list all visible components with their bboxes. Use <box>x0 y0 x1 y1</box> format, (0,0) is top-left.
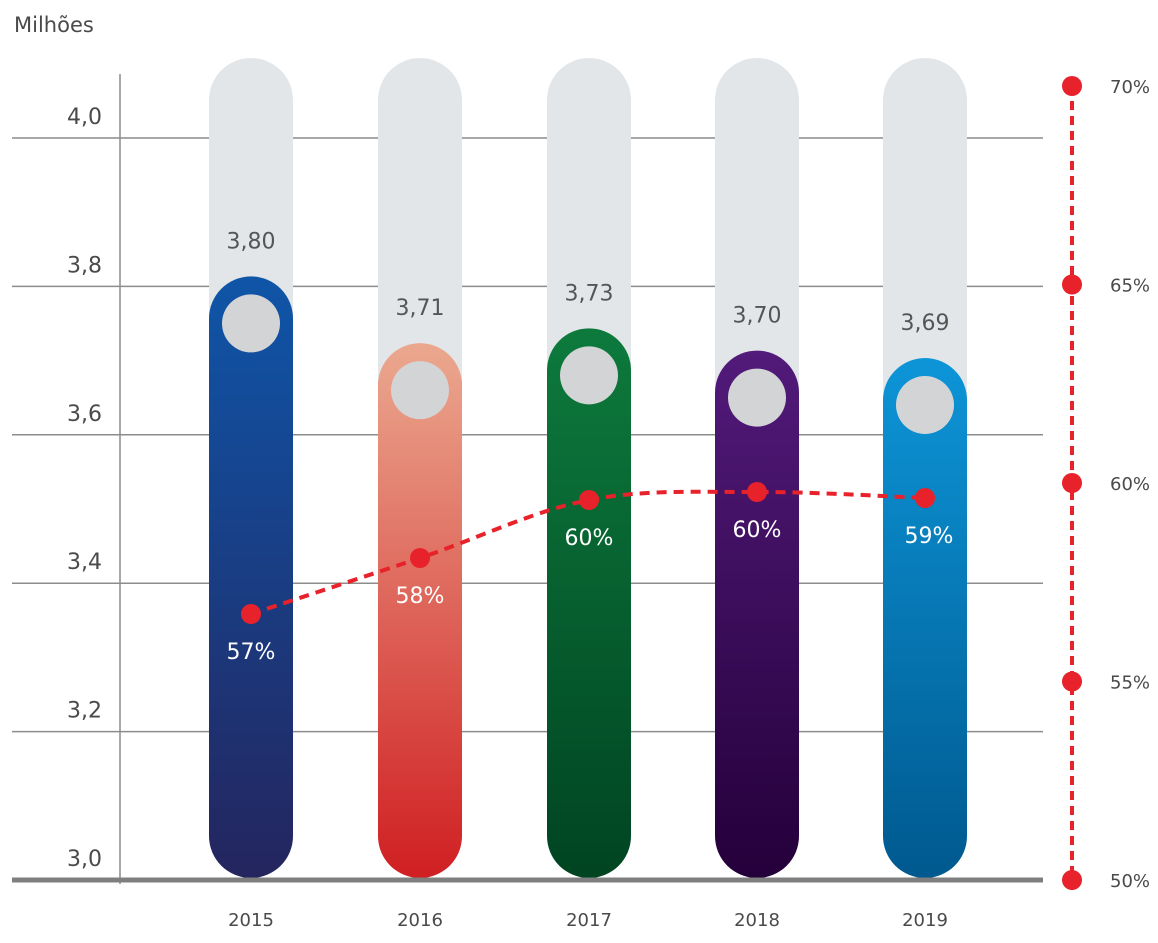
x-tick-label: 2016 <box>397 910 443 931</box>
labels: 3,0 3,2 3,4 3,6 3,8 4,0 3,80 2015 3,71 2016 3,73 20… <box>67 77 1150 931</box>
bar-value-label: 3,71 <box>396 296 445 321</box>
bar <box>209 276 293 878</box>
bars <box>209 276 967 879</box>
secondary-value-label: 58% <box>396 584 445 609</box>
secondary-axis-dot <box>1062 76 1082 96</box>
x-tick-label: 2017 <box>566 910 612 931</box>
bar-value-label: 3,69 <box>901 311 950 336</box>
secondary-point <box>915 488 935 508</box>
secondary-axis-dot <box>1062 274 1082 295</box>
secondary-tick-label: 50% <box>1110 871 1150 892</box>
bar-knob <box>391 361 449 420</box>
unit-label: Milhões <box>14 13 94 37</box>
secondary-point <box>410 548 430 568</box>
secondary-tick-label: 70% <box>1110 77 1150 98</box>
secondary-point <box>241 604 261 624</box>
y-tick-label: 3,2 <box>67 699 102 724</box>
y-tick-label: 3,4 <box>67 550 102 575</box>
y-tick-label: 3,6 <box>67 402 102 427</box>
secondary-value-label: 57% <box>227 640 276 665</box>
secondary-axis-dot <box>1062 473 1082 493</box>
bar-knob <box>896 376 954 435</box>
axes <box>12 74 1082 890</box>
secondary-axis-dot <box>1062 870 1082 890</box>
secondary-tick-label: 55% <box>1110 673 1150 694</box>
bar <box>378 343 462 878</box>
bar <box>547 328 631 879</box>
bar-knob <box>560 346 618 405</box>
secondary-axis-dot <box>1062 671 1082 692</box>
x-tick-label: 2018 <box>734 910 780 931</box>
y-tick-label: 3,0 <box>67 847 102 872</box>
bar <box>883 358 967 878</box>
bar-value-label: 3,70 <box>733 304 782 329</box>
bar-value-label: 3,80 <box>227 229 276 254</box>
bar-knob <box>222 294 280 353</box>
y-tick-label: 3,8 <box>67 253 102 278</box>
bar <box>715 350 799 879</box>
secondary-point <box>747 482 767 502</box>
secondary-line <box>241 482 935 624</box>
bar-knob <box>728 368 786 427</box>
y-tick-label: 4,0 <box>67 105 102 130</box>
secondary-point <box>579 490 599 510</box>
gridlines <box>12 137 1043 733</box>
secondary-value-label: 59% <box>905 524 954 549</box>
secondary-tick-label: 60% <box>1110 474 1150 495</box>
secondary-tick-label: 65% <box>1110 276 1150 297</box>
x-tick-label: 2019 <box>902 910 948 931</box>
secondary-value-label: 60% <box>565 526 614 551</box>
x-tick-label: 2015 <box>228 910 274 931</box>
secondary-value-label: 60% <box>733 518 782 543</box>
bar-value-label: 3,73 <box>565 281 614 306</box>
